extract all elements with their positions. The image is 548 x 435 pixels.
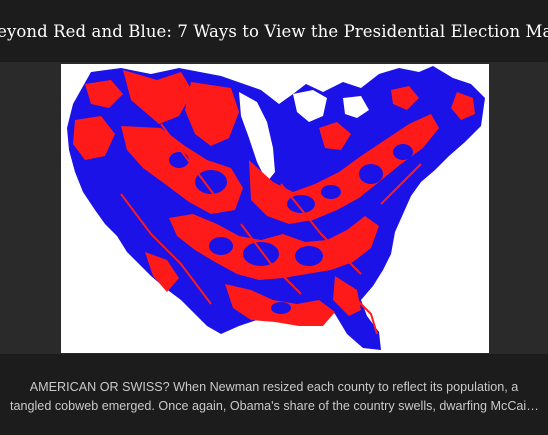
- slide-caption: AMERICAN OR SWISS? When Newman resized e…: [10, 378, 538, 416]
- cartogram-map-icon: [61, 64, 489, 353]
- slide-image[interactable]: [61, 64, 489, 353]
- slide-stage: [0, 62, 548, 354]
- caption-bar: AMERICAN OR SWISS? When Newman resized e…: [0, 354, 548, 435]
- header-bar: Beyond Red and Blue: 7 Ways to View the …: [0, 0, 548, 62]
- caption-line-2: tangled cobweb emerged. Once again, Obam…: [10, 399, 538, 413]
- page-title: Beyond Red and Blue: 7 Ways to View the …: [0, 21, 548, 41]
- caption-line-1: AMERICAN OR SWISS? When Newman resized e…: [29, 380, 519, 394]
